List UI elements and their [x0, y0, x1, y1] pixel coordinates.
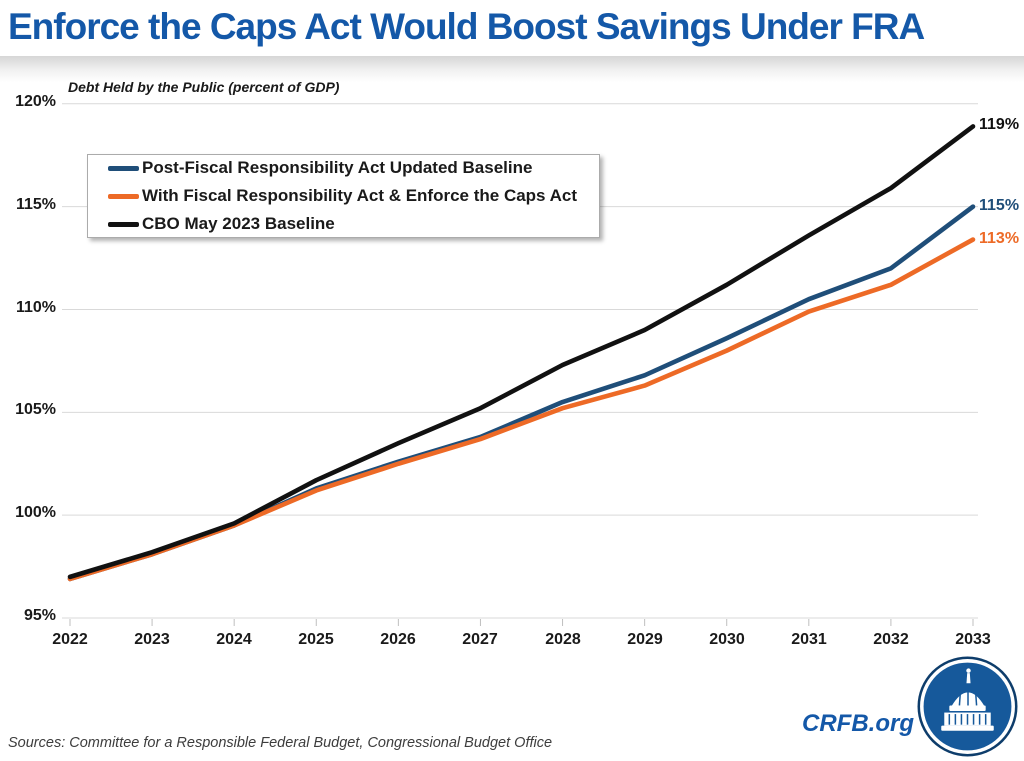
- series-line: [67, 204, 976, 582]
- chart-subtitle: Debt Held by the Public (percent of GDP): [68, 79, 340, 95]
- chart-legend: Post-Fiscal Responsibility Act Updated B…: [87, 154, 600, 238]
- y-tick-label: 110%: [15, 299, 56, 316]
- x-tick-label: 2024: [216, 631, 252, 648]
- x-tick-label: 2025: [298, 631, 334, 648]
- sources-note: Sources: Committee for a Responsible Fed…: [8, 735, 553, 751]
- x-tick-label: 2022: [52, 631, 88, 648]
- y-tick-label: 115%: [15, 196, 56, 213]
- y-tick-label: 100%: [15, 504, 56, 521]
- x-tick-label: 2031: [791, 631, 827, 648]
- end-label-post-fra: 115%: [979, 196, 1020, 214]
- crfb-org-wordmark: CRFB.org: [802, 710, 914, 737]
- y-tick-label: 95%: [23, 607, 56, 624]
- legend-swatch-blue-line: [108, 165, 139, 171]
- series-line: [67, 124, 976, 580]
- x-tick-label: 2028: [545, 631, 581, 648]
- legend-swatch-black-line: [108, 221, 139, 227]
- legend-item-cbo-baseline: CBO May 2023 Baseline: [108, 212, 599, 237]
- legend-item-post-fra: Post-Fiscal Responsibility Act Updated B…: [108, 156, 599, 181]
- legend-item-caps-act: With Fiscal Responsibility Act & Enforce…: [108, 184, 599, 209]
- x-tick-label: 2023: [134, 631, 170, 648]
- end-label-caps-act: 113%: [979, 229, 1020, 247]
- legend-swatch-orange-line: [108, 193, 139, 199]
- x-tick-label: 2032: [873, 631, 909, 648]
- x-tick-label: 2030: [709, 631, 745, 648]
- legend-label: Post-Fiscal Responsibility Act Updated B…: [142, 158, 533, 177]
- x-tick-label: 2026: [380, 631, 416, 648]
- page-title: Enforce the Caps Act Would Boost Savings…: [8, 6, 925, 47]
- legend-label: CBO May 2023 Baseline: [142, 214, 335, 233]
- x-tick-label: 2029: [627, 631, 663, 648]
- title-divider-band: [0, 56, 1024, 82]
- y-tick-label: 105%: [15, 401, 56, 418]
- capitol-dome-logo-icon: [917, 656, 1018, 757]
- y-tick-label: 120%: [15, 93, 56, 110]
- legend-label: With Fiscal Responsibility Act & Enforce…: [142, 186, 577, 205]
- end-label-cbo-baseline: 119%: [979, 116, 1020, 134]
- x-tick-label: 2027: [462, 631, 498, 648]
- x-tick-label: 2033: [955, 631, 991, 648]
